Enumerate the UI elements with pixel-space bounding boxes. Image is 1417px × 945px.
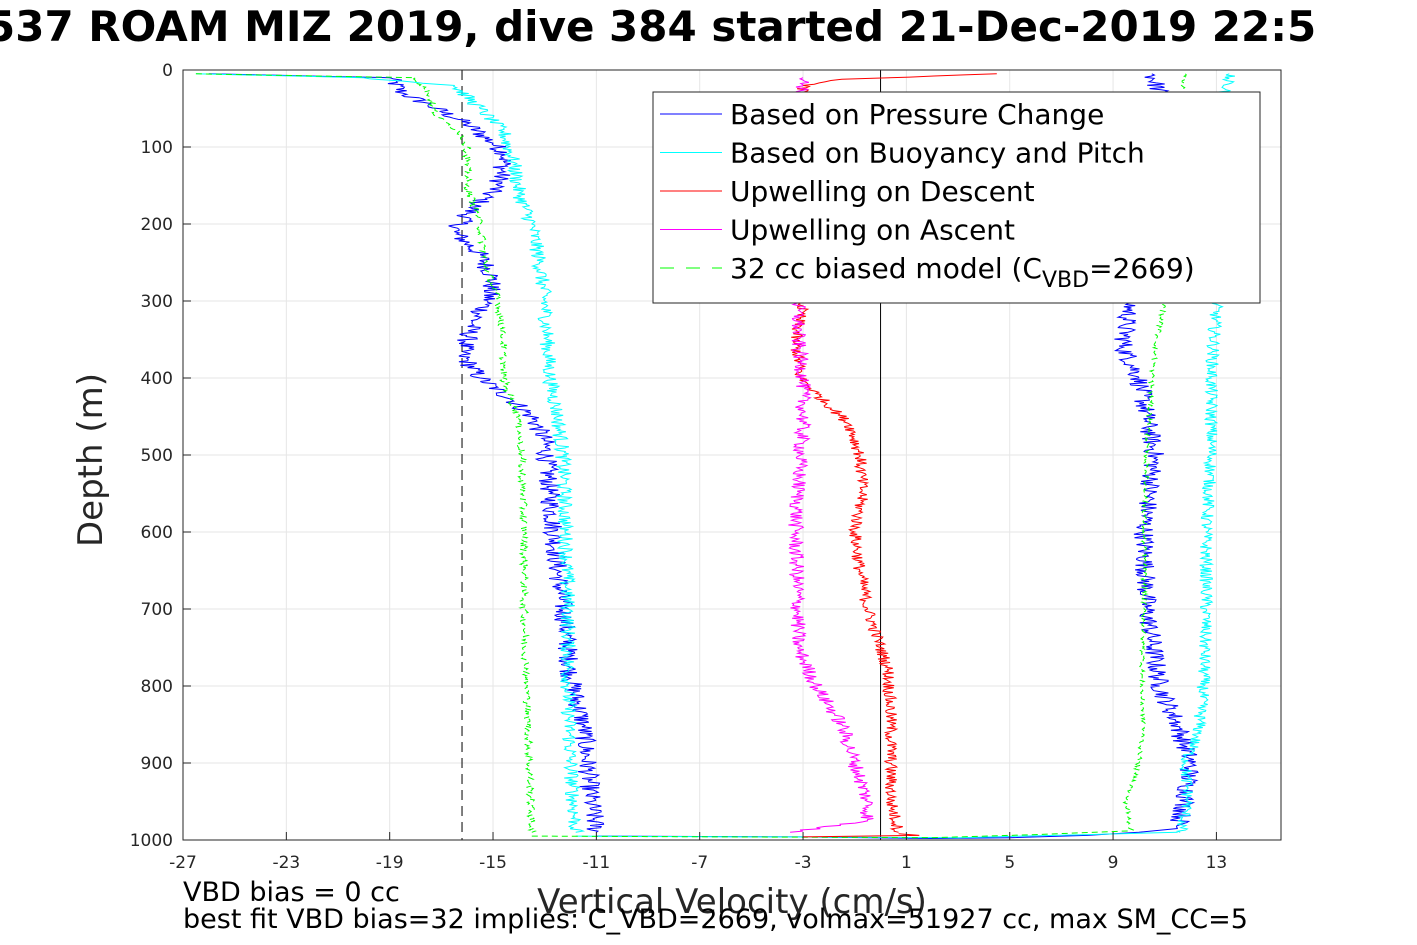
legend: Based on Pressure Change Based on Buoyanc… (652, 91, 1261, 304)
series-line-extra (531, 830, 1132, 839)
y-tick-label: 1000 (130, 831, 173, 851)
y-tick-label: 100 (141, 138, 173, 158)
y-tick-label: 400 (141, 369, 173, 389)
y-tick-label: 600 (141, 523, 173, 543)
footer-best-fit: best fit VBD bias=32 implies: C_VBD=2669… (183, 904, 1248, 935)
y-tick-label: 300 (141, 292, 173, 312)
series-line-extra (802, 833, 920, 838)
footer-vbd-bias: VBD bias = 0 cc (183, 877, 400, 908)
x-tick-label: -7 (691, 853, 708, 873)
x-tick-label: 13 (1206, 853, 1228, 873)
x-axis-label: Vertical Velocity (cm/s) (537, 882, 927, 922)
series-line (195, 73, 537, 833)
x-tick-label: -15 (479, 853, 507, 873)
series-line (195, 73, 586, 833)
y-tick-label: 800 (141, 677, 173, 697)
y-axis-label: Depth (m) (71, 372, 111, 548)
y-tick-label: 0 (162, 61, 173, 81)
axis-ticks: -27 -23 -19 -15 -11 -7 -3 1 5 9 13 0 100 200 300 400 500… (130, 61, 1227, 873)
series-line-extra (575, 831, 1178, 839)
y-tick-label: 900 (141, 754, 173, 774)
legend-label: Upwelling on Descent (730, 175, 1035, 208)
chart-title: 537 ROAM MIZ 2019, dive 384 started 21-D… (0, 2, 1317, 51)
legend-label: Upwelling on Ascent (730, 214, 1015, 247)
x-tick-label: -19 (376, 853, 404, 873)
x-tick-label: 1 (901, 853, 912, 873)
y-tick-label: 200 (141, 215, 173, 235)
legend-label: Based on Buoyancy and Pitch (730, 137, 1145, 170)
x-tick-label: -3 (795, 853, 812, 873)
x-tick-label: -27 (169, 853, 197, 873)
legend-box (652, 91, 1261, 304)
y-tick-label: 700 (141, 600, 173, 620)
x-tick-label: -23 (272, 853, 300, 873)
y-tick-label: 500 (141, 446, 173, 466)
x-tick-label: 5 (1004, 853, 1015, 873)
x-tick-label: 9 (1108, 853, 1119, 873)
legend-label: Based on Pressure Change (730, 98, 1104, 131)
x-tick-label: -11 (582, 853, 610, 873)
